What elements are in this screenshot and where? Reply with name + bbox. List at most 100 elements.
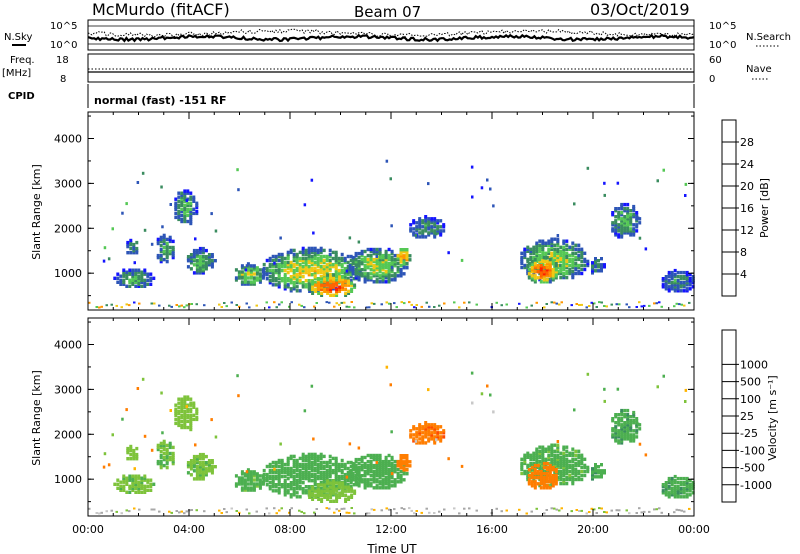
power-cell <box>427 225 431 229</box>
velocity-cell <box>568 463 572 468</box>
velocity-cell <box>565 477 569 482</box>
power-cell <box>387 278 391 282</box>
power-cell <box>523 251 527 255</box>
velocity-cell <box>119 488 123 492</box>
velocity-cell <box>174 421 178 426</box>
power-cell <box>312 231 315 235</box>
velocity-cell <box>571 447 575 451</box>
velocity-cell <box>375 484 379 488</box>
velocity-cell <box>568 453 572 457</box>
power-cell <box>334 279 338 283</box>
velocity-cell <box>682 495 686 499</box>
power-cell <box>122 272 126 276</box>
velocity-cell <box>283 474 287 479</box>
power-cell <box>574 263 578 268</box>
velocity-cell <box>277 458 281 463</box>
velocity-cell <box>132 450 136 455</box>
power-cell <box>311 291 315 295</box>
power-cell <box>249 274 253 278</box>
velocity-cell <box>623 421 627 425</box>
power-cell <box>541 257 545 262</box>
velocity-cell <box>562 465 566 470</box>
power-cell <box>156 239 160 244</box>
power-cell <box>530 270 534 274</box>
power-cell <box>399 256 403 260</box>
power-cell <box>304 264 308 269</box>
power-cell <box>638 217 642 221</box>
power-cell <box>530 268 534 272</box>
velocity-cell <box>685 483 689 487</box>
power-cell <box>177 215 181 220</box>
velocity-cell <box>177 405 181 409</box>
velocity-cell <box>125 408 128 412</box>
velocity-cell <box>122 476 126 480</box>
velocity-cell <box>131 478 135 482</box>
velocity-cell <box>527 468 531 472</box>
power-cell <box>323 279 327 283</box>
power-cell <box>430 217 434 221</box>
velocity-cell <box>405 464 409 468</box>
velocity-cell <box>571 481 575 486</box>
power-cell <box>626 202 630 207</box>
velocity-cell <box>439 431 443 435</box>
power-cell <box>319 264 323 269</box>
power-cell <box>177 205 181 209</box>
velocity-cell <box>559 471 563 476</box>
velocity-cell <box>354 457 358 462</box>
power-cell <box>348 264 352 268</box>
velocity-cell <box>159 455 163 460</box>
power-cell <box>577 243 581 247</box>
velocity-cell <box>438 510 441 513</box>
power-cell <box>554 262 558 266</box>
velocity-cell <box>307 462 311 467</box>
velocity-cell <box>439 425 443 429</box>
power-cell <box>325 256 329 261</box>
velocity-cell <box>547 447 551 451</box>
velocity-cell <box>162 445 166 450</box>
velocity-cell <box>535 449 539 453</box>
power-cell <box>526 247 530 251</box>
velocity-cell <box>408 464 412 468</box>
power-cell <box>328 262 332 267</box>
velocity-cell <box>246 482 250 486</box>
power-cell <box>310 254 314 259</box>
velocity-cell <box>122 488 126 492</box>
power-cell <box>611 229 615 233</box>
velocity-cell <box>430 427 434 431</box>
velocity-cell <box>168 445 172 450</box>
velocity-cell <box>408 460 412 464</box>
power-cell <box>341 287 345 291</box>
power-cell <box>335 275 339 279</box>
power-cell <box>399 268 403 272</box>
power-cell <box>307 250 311 255</box>
velocity-cell <box>348 472 352 476</box>
velocity-cell <box>274 485 278 489</box>
velocity-cell <box>373 508 376 511</box>
power-cell <box>520 257 524 262</box>
power-cell <box>667 273 671 277</box>
velocity-cell <box>588 511 591 513</box>
velocity-cell <box>348 470 352 474</box>
power-cell <box>427 223 431 227</box>
power-cell <box>544 257 548 262</box>
velocity-cell <box>357 446 361 450</box>
velocity-cell <box>661 489 665 493</box>
power-cell <box>678 303 681 306</box>
power-cell <box>553 301 556 304</box>
power-cell <box>629 209 633 213</box>
power-cell <box>366 259 370 264</box>
velocity-cell <box>436 437 440 441</box>
velocity-cell <box>129 452 133 457</box>
velocity-cell <box>529 457 533 461</box>
power-cell <box>135 246 139 251</box>
velocity-cell <box>629 415 633 419</box>
power-cell <box>381 276 385 280</box>
power-cell <box>375 259 379 264</box>
power-cell <box>614 233 618 237</box>
velocity-cell <box>553 449 557 453</box>
velocity-cell <box>203 510 206 513</box>
power-cell <box>298 281 302 285</box>
velocity-cell <box>354 465 358 470</box>
power-cell <box>268 281 272 285</box>
velocity-cell <box>189 417 193 422</box>
